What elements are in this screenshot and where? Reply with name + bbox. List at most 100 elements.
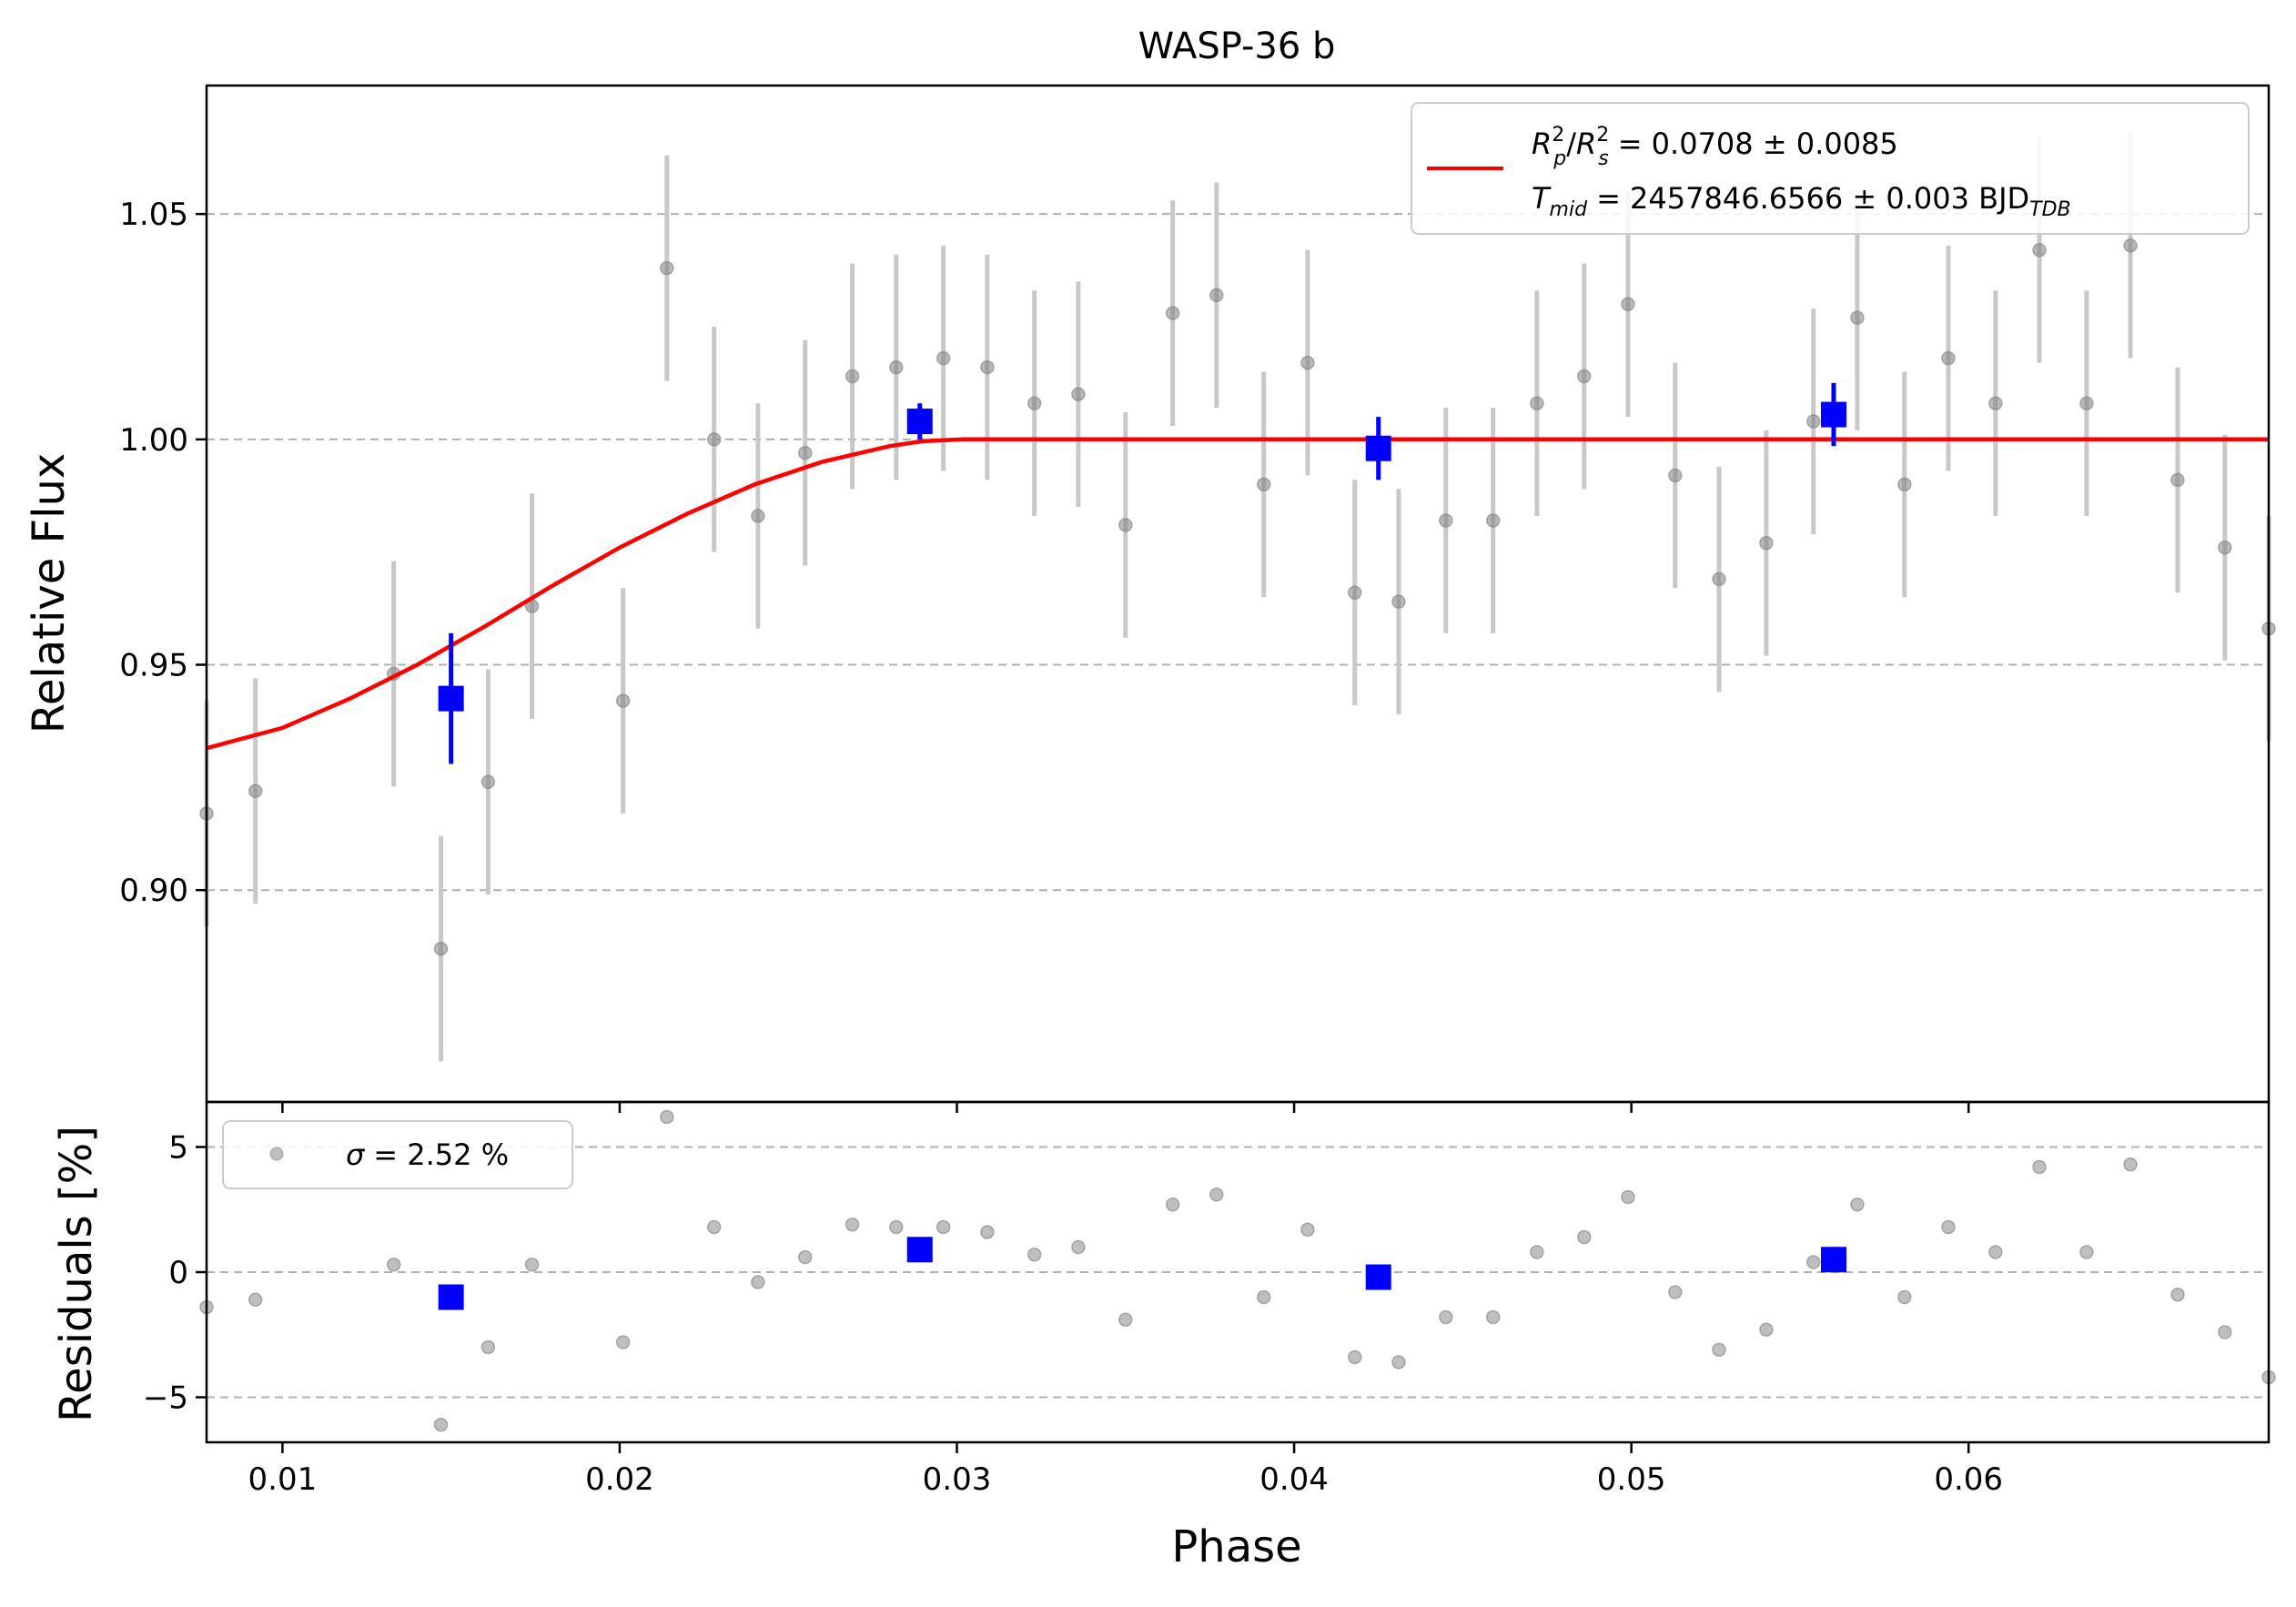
- transit-model-line: [206, 437, 2269, 751]
- data-point: [706, 432, 722, 447]
- data-point: [1805, 414, 1821, 429]
- residual-point: [1988, 1245, 2003, 1259]
- residual-legend-box: [222, 1120, 573, 1189]
- residual-point: [480, 1339, 496, 1355]
- data-point: [2079, 396, 2094, 410]
- data-point: [433, 941, 449, 956]
- binned-point: [438, 685, 464, 712]
- residual-point: [2123, 1157, 2138, 1172]
- residual-y-tick-label: 0: [168, 1255, 188, 1291]
- data-point: [2218, 540, 2232, 555]
- residual-point: [1897, 1289, 1912, 1305]
- data-point: [480, 774, 496, 790]
- data-point: [2032, 243, 2047, 258]
- residual-point: [980, 1225, 995, 1239]
- data-point: [1988, 396, 2003, 410]
- residual-point: [1759, 1322, 1774, 1337]
- residual-y-axis-label: Residuals [%]: [51, 1126, 102, 1422]
- residual-point: [1850, 1198, 1865, 1212]
- residual-point: [524, 1258, 540, 1272]
- residual-point: [1941, 1219, 1956, 1235]
- residual-point: [1209, 1188, 1224, 1202]
- residual-point: [1118, 1312, 1133, 1327]
- main-axes-frame: [205, 84, 2271, 1104]
- data-point: [751, 509, 765, 523]
- chart-title: WASP-36 b: [1138, 25, 1336, 67]
- residual-point: [2079, 1245, 2094, 1259]
- residual-binned-point: [1820, 1247, 1846, 1273]
- data-point: [1850, 310, 1865, 325]
- main-y-tick-label: 1.00: [119, 422, 188, 459]
- data-point: [1071, 387, 1086, 402]
- data-point: [1712, 571, 1726, 587]
- residual-point: [1256, 1289, 1271, 1305]
- data-point: [1300, 355, 1315, 370]
- main-gridlines: [207, 213, 2269, 892]
- residual-y-ticks: −5 0 5: [143, 1130, 207, 1417]
- residual-point: [1439, 1309, 1453, 1325]
- data-point: [1256, 477, 1271, 492]
- residual-point: [1391, 1355, 1406, 1369]
- residual-point: [1621, 1189, 1635, 1205]
- x-tick-label: 0.01: [248, 1461, 318, 1498]
- main-legend: R2 p/R2 s = 0.0708 ± 0.0085 Tmid = 2457846.6…: [1411, 102, 2250, 235]
- data-point: [1165, 306, 1180, 320]
- data-point: [936, 350, 951, 366]
- residual-binned-point: [438, 1284, 464, 1310]
- residual-legend: σ = 2.52 %: [222, 1120, 573, 1189]
- x-tick-label: 0.06: [1934, 1461, 2003, 1498]
- data-point: [1621, 297, 1635, 311]
- main-y-ticks: 0.90 0.95 1.00 1.05: [119, 197, 207, 909]
- x-tick-label: 0.03: [923, 1461, 992, 1498]
- residual-point: [706, 1219, 722, 1235]
- data-point: [1209, 288, 1224, 303]
- legend-entry-tmid: Tmid = 2457846.6566 ± 0.003 BJDTDB: [1532, 181, 2071, 221]
- data-point: [798, 445, 813, 460]
- binned-point: [1365, 435, 1391, 461]
- residual-point: [660, 1109, 674, 1125]
- residual-binned-point: [906, 1237, 933, 1263]
- binned-point: [906, 409, 933, 435]
- x-ticks: 0.01 0.02 0.03 0.04 0.05 0.06: [248, 1102, 2003, 1498]
- residual-point: [1530, 1245, 1544, 1259]
- x-axis-label: Phase: [1171, 1521, 1301, 1572]
- main-binned-points: [438, 382, 1846, 764]
- data-point: [1668, 468, 1683, 483]
- residual-y-tick-label: 5: [168, 1130, 188, 1167]
- data-point: [615, 693, 631, 708]
- residual-point: [751, 1275, 765, 1289]
- data-point: [2170, 472, 2185, 488]
- legend-entry-radius-ratio: R2 p/R2 s = 0.0708 ± 0.0085: [1532, 124, 1898, 170]
- residual-panel: −5 0 5 0.01 0.02 0.03 0.04 0.05 0.06 Residuals …: [51, 1100, 2276, 1572]
- residual-point: [1348, 1349, 1362, 1365]
- residual-point: [1027, 1248, 1042, 1262]
- data-point: [1439, 513, 1453, 528]
- data-point: [1577, 369, 1592, 384]
- data-point: [1759, 536, 1774, 551]
- residual-binned-point: [1365, 1264, 1391, 1290]
- main-y-tick-label: 0.90: [119, 873, 188, 909]
- main-legend-box: [1411, 102, 2250, 235]
- data-point: [2123, 238, 2138, 253]
- data-point: [1118, 518, 1133, 532]
- residual-y-tick-label: −5: [143, 1380, 188, 1417]
- residual-point: [2170, 1288, 2185, 1302]
- residual-point: [1165, 1198, 1180, 1212]
- main-y-tick-label: 1.05: [119, 197, 188, 233]
- data-point: [1530, 396, 1544, 410]
- data-point: [1941, 350, 1956, 366]
- residual-point: [1071, 1239, 1086, 1255]
- data-point: [1391, 594, 1406, 609]
- main-panel: 0.90 0.95 1.00 1.05 Relative Flux R2 p/R2 s = …: [24, 84, 2276, 1104]
- data-point: [889, 359, 904, 375]
- legend-entry-sigma: σ = 2.52 %: [346, 1137, 509, 1172]
- residual-point: [433, 1418, 449, 1432]
- x-tick-label: 0.04: [1259, 1461, 1329, 1498]
- main-data-points: [199, 238, 2276, 956]
- residual-point: [2218, 1325, 2232, 1339]
- residual-point: [1712, 1342, 1726, 1357]
- data-point: [1348, 585, 1362, 601]
- x-tick-label: 0.02: [585, 1461, 654, 1498]
